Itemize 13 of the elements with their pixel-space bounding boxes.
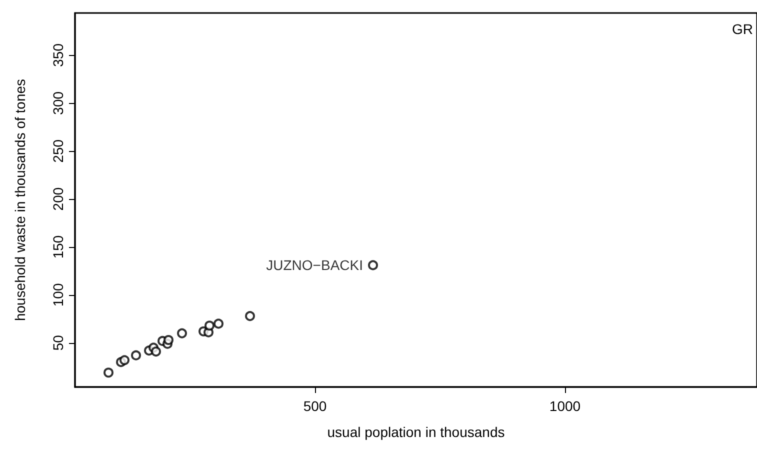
x-tick-label: 500 xyxy=(303,398,327,414)
y-tick-label: 350 xyxy=(50,43,66,67)
y-tick-label: 300 xyxy=(50,91,66,115)
annotation: JUZNO−BACKI xyxy=(266,257,363,274)
y-tick-label: 50 xyxy=(50,334,66,351)
y-tick-label: 250 xyxy=(50,139,66,163)
x-axis-title: usual poplation in thousands xyxy=(327,424,505,440)
x-tick-label: 1000 xyxy=(549,398,581,414)
annotation: GR xyxy=(732,21,753,37)
y-axis-title: household waste in thousands of tones xyxy=(12,78,28,322)
y-tick-label: 200 xyxy=(50,187,66,211)
y-tick-label: 150 xyxy=(50,235,66,259)
y-tick-label: 100 xyxy=(50,283,66,307)
